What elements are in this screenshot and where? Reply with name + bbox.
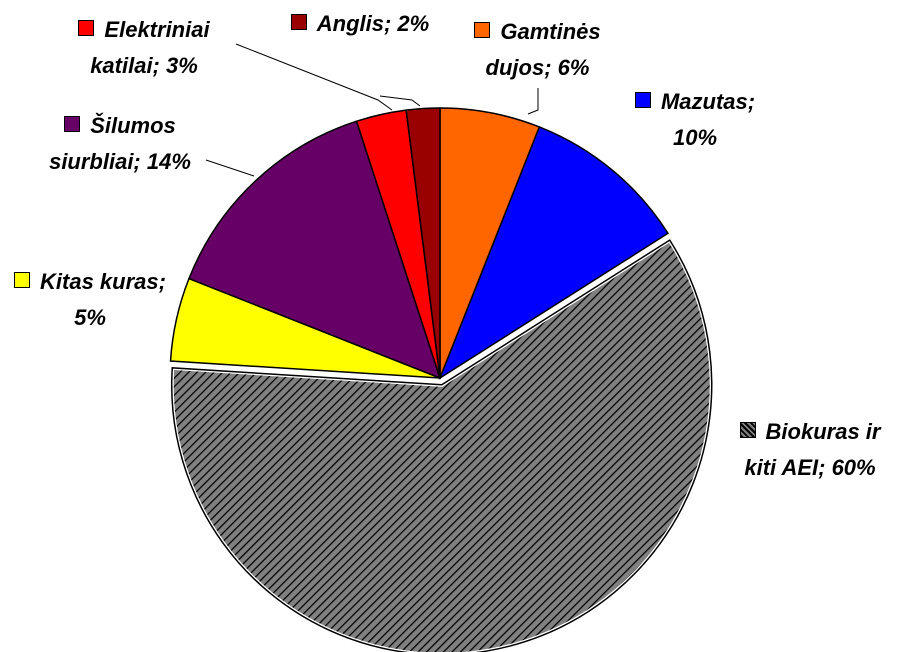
pie-slice	[438, 125, 670, 380]
legend-swatch	[739, 422, 756, 438]
pie-slice-outline	[171, 239, 713, 652]
slice-label-group: Mazutas; 10%	[620, 84, 770, 156]
slice-label: Elektriniai katilai; 3%	[90, 17, 210, 78]
legend-swatch	[634, 92, 651, 108]
pie-slice	[405, 107, 441, 379]
slice-label-group: Biokuras ir kiti AEI; 60%	[724, 414, 896, 486]
slice-label: Kitas kuras; 5%	[40, 269, 166, 330]
slice-label-group: Gamtinės dujos; 6%	[450, 14, 625, 86]
slice-label-group: Kitas kuras; 5%	[10, 264, 170, 336]
legend-swatch	[474, 22, 491, 38]
legend-swatch	[14, 272, 31, 288]
slice-label-group: Anglis; 2%	[290, 6, 430, 42]
leader-line	[235, 43, 393, 111]
leader-line	[527, 88, 539, 115]
leader-line	[205, 159, 255, 177]
slice-label: Šilumos siurbliai; 14%	[49, 113, 191, 174]
slice-label-group: Elektriniai katilai; 3%	[48, 12, 240, 84]
leader-lines	[205, 43, 539, 177]
leader-line	[379, 95, 421, 107]
legend-swatch	[78, 20, 95, 36]
legend-swatch	[64, 116, 81, 132]
slice-label: Gamtinės dujos; 6%	[485, 19, 601, 80]
legend-swatch	[290, 14, 307, 30]
slice-label-group: Šilumos siurbliai; 14%	[30, 108, 210, 180]
pie	[169, 107, 714, 652]
slice-label: Anglis; 2%	[316, 11, 430, 36]
slice-label: Biokuras ir kiti AEI; 60%	[744, 419, 881, 480]
slice-label: Mazutas; 10%	[660, 89, 756, 150]
